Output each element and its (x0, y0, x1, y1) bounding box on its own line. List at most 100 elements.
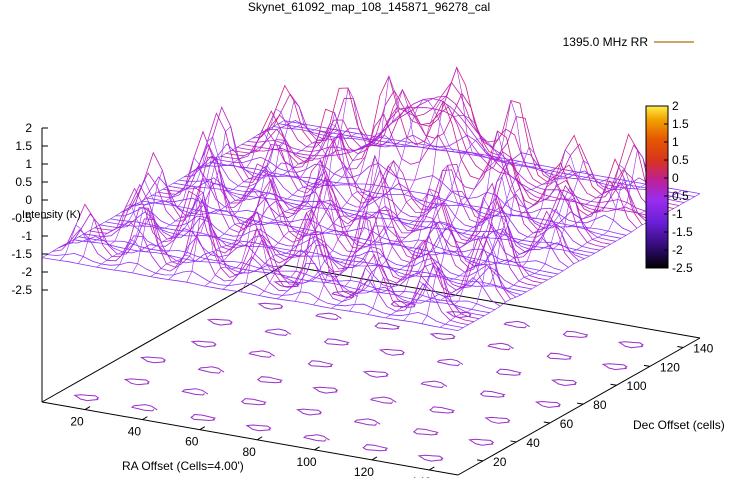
surface-mesh-line (210, 161, 627, 236)
surface-mesh-line (47, 253, 464, 328)
colorbar-ticks: 2 1.5 1 0.5 0 0.5 -1 -1.5 -2 -2.5 (664, 99, 693, 275)
z-tick-label: -2 (21, 265, 32, 279)
contour-line (139, 356, 167, 364)
surface-mesh (41, 66, 701, 331)
surface-mesh-line (236, 107, 653, 221)
x-axis-label: RA Offset (Cells=4.00') (122, 459, 244, 473)
x-tick-label: 20 (70, 415, 84, 429)
surface-mesh-line (52, 229, 469, 325)
z-tick-label: 1.5 (15, 139, 32, 153)
contour-line (295, 408, 323, 416)
contour-line (420, 380, 448, 389)
colorbar-gradient (645, 105, 669, 269)
surface-mesh-line (439, 176, 683, 328)
surface-mesh-line (421, 148, 664, 324)
y-tick-mark (677, 345, 684, 348)
contour-line (190, 413, 217, 422)
y-axis-label: Dec Offset (cells) (633, 418, 725, 432)
z-tick-labels: 2 1.5 1 0.5 0 -0.5 -1 -1.5 -2 -2.5 (11, 121, 48, 297)
y-tick-labels: 20 40 60 80 100 120 140 (476, 341, 714, 469)
surface-mesh-line (331, 171, 574, 309)
surface-mesh-line (240, 66, 484, 293)
x-tick-labels: 20 40 60 80 100 120 140 (70, 406, 435, 478)
surface-mesh-line (162, 143, 580, 262)
contour-line (417, 454, 444, 462)
colorbar-tick-label: 1 (672, 135, 679, 149)
contour-line (617, 341, 644, 349)
contour-line (362, 444, 389, 452)
surface-mesh-line (59, 108, 303, 261)
contour-line (550, 379, 578, 387)
colorbar-tick-label: 2 (672, 99, 679, 113)
colorbar-tick-label: 0.5 (672, 153, 689, 167)
x-tick-label: 60 (185, 435, 199, 449)
z-tick-label: -1.5 (11, 247, 32, 261)
contour-line (562, 330, 589, 338)
surface-mesh-line (178, 179, 595, 254)
contour-line (503, 320, 531, 329)
surface-mesh-line (276, 138, 520, 300)
surface-mesh-line (41, 257, 459, 331)
surface-mesh-line (367, 159, 610, 315)
colorbar-tick-label: -2 (672, 243, 683, 257)
contour-line (429, 406, 455, 414)
y-tick-label: 20 (493, 455, 507, 469)
surface-mesh-line (168, 134, 411, 280)
x-tick-mark (142, 416, 148, 421)
x-tick-mark (314, 446, 320, 451)
surface-mesh-line (132, 87, 375, 274)
surface-mesh-line (96, 127, 339, 268)
colorbar-tick-label: 0 (672, 171, 679, 185)
x-tick-label: 100 (297, 455, 317, 469)
contour-line (468, 438, 495, 446)
surface-mesh-line (150, 111, 393, 277)
contour-line (601, 363, 628, 371)
surface-mesh-line (258, 100, 502, 296)
surface-mesh-line (204, 76, 447, 287)
contour-line (479, 390, 506, 398)
z-axis-label: Intensity (K) (22, 209, 81, 221)
surface-mesh-line (115, 207, 532, 290)
surface-mesh-line (252, 81, 669, 212)
surface-mesh-line (152, 166, 569, 268)
contour-line (123, 378, 150, 386)
x-tick-mark (429, 466, 435, 471)
surface-mesh-line (147, 197, 564, 272)
surface-mesh-line (186, 88, 429, 283)
colorbar-tick-label: -1.5 (672, 225, 693, 239)
surface-mesh-line (220, 113, 638, 229)
z-tick-label: -2.5 (11, 283, 32, 297)
contour-line (378, 348, 405, 356)
colorbar-tick-label: 1.5 (672, 117, 689, 131)
x-tick-label: 40 (128, 425, 142, 439)
base-left-edge (41, 264, 285, 403)
z-tick-label: -1 (21, 229, 32, 243)
contour-line (362, 370, 389, 378)
colorbar-tick-label: -2.5 (672, 261, 693, 275)
contour-line (245, 424, 272, 432)
contour-line (445, 311, 472, 319)
surface-mesh-line (89, 187, 506, 303)
contour-line (429, 332, 456, 340)
z-tick-label: -0.5 (11, 211, 32, 225)
surface-mesh-line (294, 100, 538, 302)
contour-line (190, 340, 217, 348)
surface-mesh-line (313, 130, 556, 306)
legend: 1395.0 MHz RR (563, 35, 694, 49)
x-tick-label: 120 (354, 465, 374, 478)
contour-line (240, 398, 267, 406)
contour-line (181, 388, 209, 396)
contour-line (73, 394, 100, 402)
x-tick-label: 140 (411, 475, 431, 478)
contour-line (130, 404, 158, 412)
surface-mesh-line (41, 120, 285, 258)
x-tick-mark (84, 406, 91, 410)
contour-line (323, 338, 350, 346)
contour-line (197, 366, 225, 374)
contour-line (374, 322, 401, 330)
contour-line (534, 400, 561, 408)
x-tick-mark (371, 456, 378, 461)
chart-title: Skynet_61092_map_108_145871_96278_cal (248, 0, 490, 14)
